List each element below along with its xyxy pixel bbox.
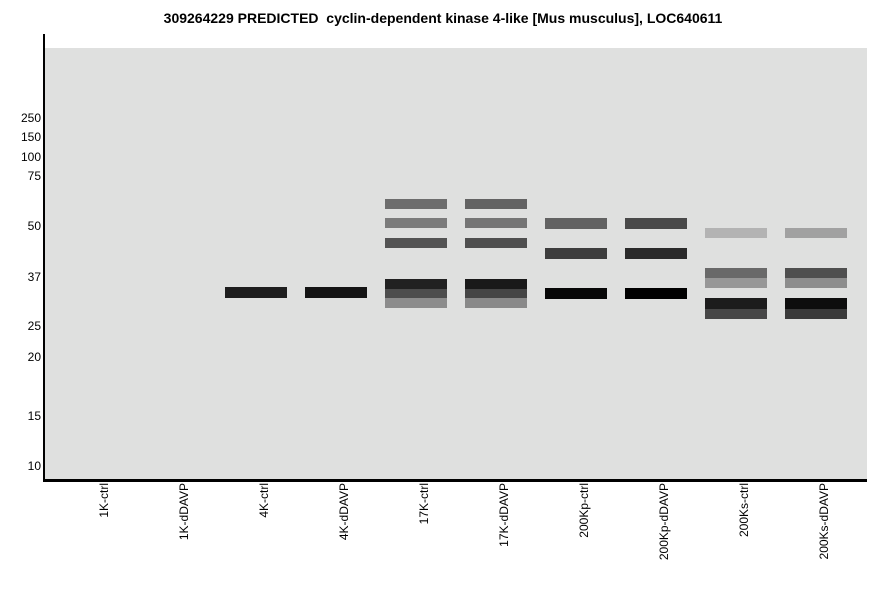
y-tick-label-20: 20 bbox=[27, 350, 41, 364]
gel-band-200Ks-dDAVP-48kda bbox=[785, 228, 847, 238]
gel-band-200Kp-dDAVP-51kda bbox=[625, 218, 687, 229]
gel-band-17K-ctrl-33kda bbox=[385, 289, 447, 298]
gel-band-200Ks-ctrl-28kda bbox=[705, 309, 767, 319]
gel-band-4K-dDAVP-33kda bbox=[305, 287, 367, 298]
gel-band-200Ks-dDAVP-35kda bbox=[785, 278, 847, 288]
lane-label-4K-ctrl: 4K-ctrl bbox=[257, 483, 271, 518]
gel-band-17K-ctrl-35kda bbox=[385, 279, 447, 289]
gel-band-200Kp-dDAVP-42kda bbox=[625, 248, 687, 259]
lane-label-200Ks-dDAVP: 200Ks-dDAVP bbox=[817, 483, 831, 560]
y-tick-label-37: 37 bbox=[27, 270, 41, 284]
gel-band-200Kp-dDAVP-33kda bbox=[625, 288, 687, 299]
y-tick-label-150: 150 bbox=[20, 130, 41, 144]
gel-band-17K-dDAVP-57kda bbox=[465, 199, 527, 209]
y-tick-label-25: 25 bbox=[27, 319, 41, 333]
x-axis-line bbox=[43, 479, 867, 482]
plot-area bbox=[45, 48, 867, 479]
lane-label-200Kp-ctrl: 200Kp-ctrl bbox=[577, 483, 591, 538]
gel-band-200Kp-ctrl-42kda bbox=[545, 248, 607, 259]
lane-label-17K-ctrl: 17K-ctrl bbox=[417, 483, 431, 525]
gel-band-4K-ctrl-33kda bbox=[225, 287, 287, 298]
lane-label-1K-ctrl: 1K-ctrl bbox=[97, 483, 111, 518]
gel-band-200Ks-ctrl-30kda bbox=[705, 298, 767, 309]
gel-band-17K-ctrl-57kda bbox=[385, 199, 447, 209]
gel-band-17K-dDAVP-30kda bbox=[465, 298, 527, 308]
gel-band-200Ks-ctrl-35kda bbox=[705, 278, 767, 288]
gel-band-17K-dDAVP-51kda bbox=[465, 218, 527, 228]
y-tick-label-250: 250 bbox=[20, 111, 41, 125]
gel-band-200Ks-dDAVP-38kda bbox=[785, 268, 847, 278]
gel-band-200Ks-ctrl-38kda bbox=[705, 268, 767, 278]
lane-label-200Ks-ctrl: 200Ks-ctrl bbox=[737, 483, 751, 538]
y-axis-line bbox=[43, 34, 45, 481]
gel-band-17K-ctrl-30kda bbox=[385, 298, 447, 308]
chart-title: 309264229 PREDICTED cyclin-dependent kin… bbox=[163, 10, 723, 26]
y-tick-label-50: 50 bbox=[27, 219, 41, 233]
gel-band-200Kp-ctrl-33kda bbox=[545, 288, 607, 299]
gel-band-200Ks-dDAVP-28kda bbox=[785, 309, 847, 319]
y-tick-label-75: 75 bbox=[27, 169, 41, 183]
gel-band-200Ks-ctrl-48kda bbox=[705, 228, 767, 238]
lane-label-1K-dDAVP: 1K-dDAVP bbox=[177, 483, 191, 541]
gel-band-17K-ctrl-51kda bbox=[385, 218, 447, 228]
lane-label-200Kp-dDAVP: 200Kp-dDAVP bbox=[657, 483, 671, 561]
gel-band-200Ks-dDAVP-30kda bbox=[785, 298, 847, 309]
gel-band-17K-dDAVP-45kda bbox=[465, 238, 527, 248]
y-tick-label-15: 15 bbox=[27, 409, 41, 423]
gel-band-200Kp-ctrl-51kda bbox=[545, 218, 607, 229]
gel-band-17K-dDAVP-33kda bbox=[465, 289, 527, 298]
gel-band-17K-ctrl-45kda bbox=[385, 238, 447, 248]
y-tick-label-100: 100 bbox=[20, 150, 41, 164]
lane-label-4K-dDAVP: 4K-dDAVP bbox=[337, 483, 351, 541]
gel-band-17K-dDAVP-35kda bbox=[465, 279, 527, 289]
lane-label-17K-dDAVP: 17K-dDAVP bbox=[497, 483, 511, 547]
y-tick-label-10: 10 bbox=[27, 459, 41, 473]
